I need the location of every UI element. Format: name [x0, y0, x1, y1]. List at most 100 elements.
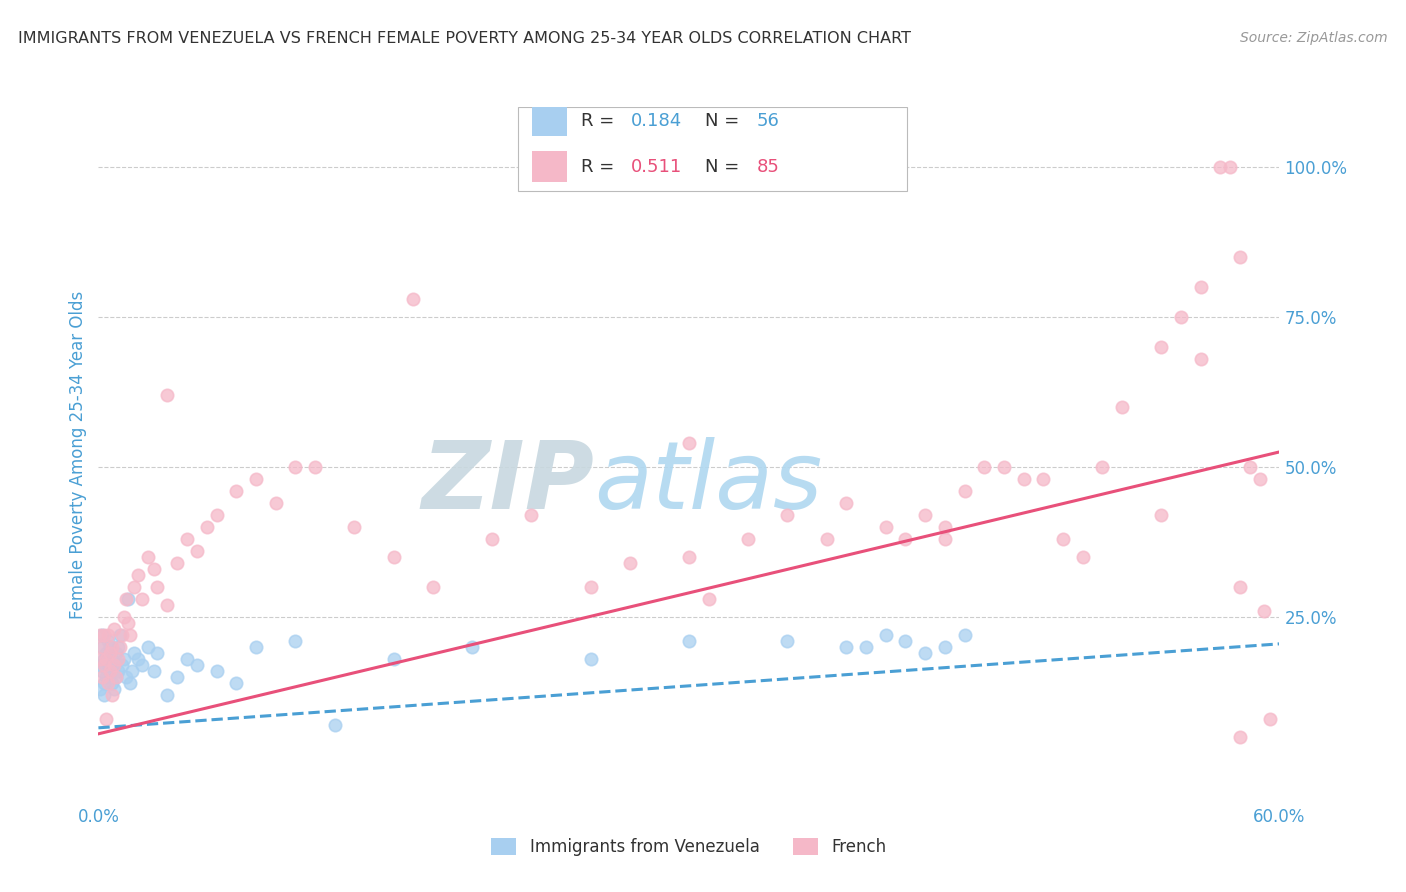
- Point: [205, 664, 228, 678]
- Point: [91, 628, 114, 642]
- Point: [520, 508, 543, 522]
- Point: [422, 580, 444, 594]
- Point: [1091, 459, 1114, 474]
- Point: [107, 652, 129, 666]
- Point: [579, 580, 602, 594]
- Point: [855, 640, 877, 654]
- Point: [678, 549, 700, 564]
- Point: [103, 622, 125, 636]
- Point: [176, 652, 198, 666]
- Point: [91, 640, 114, 654]
- Point: [619, 556, 641, 570]
- Point: [112, 652, 135, 666]
- Point: [382, 549, 405, 564]
- Point: [136, 640, 159, 654]
- Point: [737, 532, 759, 546]
- Point: [96, 712, 118, 726]
- Point: [98, 664, 121, 678]
- Point: [1239, 459, 1261, 474]
- Text: N =: N =: [706, 112, 745, 130]
- Point: [105, 670, 128, 684]
- Point: [91, 670, 114, 684]
- Point: [323, 718, 346, 732]
- Point: [91, 640, 114, 654]
- Y-axis label: Female Poverty Among 25-34 Year Olds: Female Poverty Among 25-34 Year Olds: [69, 291, 87, 619]
- FancyBboxPatch shape: [517, 107, 907, 191]
- Point: [914, 646, 936, 660]
- Point: [127, 567, 149, 582]
- Text: R =: R =: [582, 112, 620, 130]
- Point: [481, 532, 503, 546]
- Point: [1229, 250, 1251, 264]
- Point: [108, 628, 131, 642]
- Point: [97, 676, 120, 690]
- Point: [131, 657, 153, 672]
- Point: [89, 652, 111, 666]
- Point: [1071, 549, 1094, 564]
- Point: [142, 664, 165, 678]
- Point: [776, 508, 799, 522]
- Point: [1111, 400, 1133, 414]
- Point: [89, 681, 111, 696]
- Point: [461, 640, 484, 654]
- Point: [875, 628, 897, 642]
- Point: [142, 562, 165, 576]
- Point: [579, 652, 602, 666]
- Point: [1229, 730, 1251, 744]
- Bar: [531, 105, 567, 136]
- Point: [1189, 280, 1212, 294]
- Point: [89, 628, 111, 642]
- Point: [96, 670, 118, 684]
- Point: [97, 628, 120, 642]
- Point: [98, 640, 121, 654]
- Point: [678, 436, 700, 450]
- Point: [1170, 310, 1192, 324]
- Point: [1052, 532, 1074, 546]
- Point: [117, 591, 139, 606]
- Text: 0.184: 0.184: [631, 112, 682, 130]
- Text: atlas: atlas: [595, 437, 823, 528]
- Point: [225, 483, 247, 498]
- Point: [953, 628, 976, 642]
- Point: [934, 532, 956, 546]
- Point: [115, 670, 138, 684]
- Point: [93, 688, 115, 702]
- Point: [101, 640, 124, 654]
- Point: [835, 640, 858, 654]
- Point: [122, 646, 145, 660]
- Point: [166, 556, 188, 570]
- Point: [1150, 340, 1173, 354]
- Point: [89, 657, 111, 672]
- Text: 56: 56: [756, 112, 779, 130]
- Point: [195, 520, 218, 534]
- Point: [1219, 160, 1241, 174]
- Text: 85: 85: [756, 158, 779, 176]
- Bar: [531, 151, 567, 182]
- Point: [107, 664, 129, 678]
- Point: [1012, 472, 1035, 486]
- Point: [1258, 712, 1281, 726]
- Point: [894, 633, 917, 648]
- Point: [93, 657, 115, 672]
- Point: [156, 388, 179, 402]
- Point: [186, 544, 208, 558]
- Point: [108, 640, 131, 654]
- Point: [103, 681, 125, 696]
- Point: [1032, 472, 1054, 486]
- Point: [103, 657, 125, 672]
- Point: [111, 657, 134, 672]
- Point: [131, 591, 153, 606]
- Point: [176, 532, 198, 546]
- Point: [105, 670, 128, 684]
- Point: [101, 688, 124, 702]
- Point: [264, 496, 287, 510]
- Point: [96, 646, 118, 660]
- Legend: Immigrants from Venezuela, French: Immigrants from Venezuela, French: [484, 830, 894, 864]
- Point: [105, 646, 128, 660]
- Point: [1209, 160, 1232, 174]
- Point: [98, 646, 121, 660]
- Point: [304, 459, 326, 474]
- Point: [1189, 351, 1212, 366]
- Point: [678, 633, 700, 648]
- Point: [101, 676, 124, 690]
